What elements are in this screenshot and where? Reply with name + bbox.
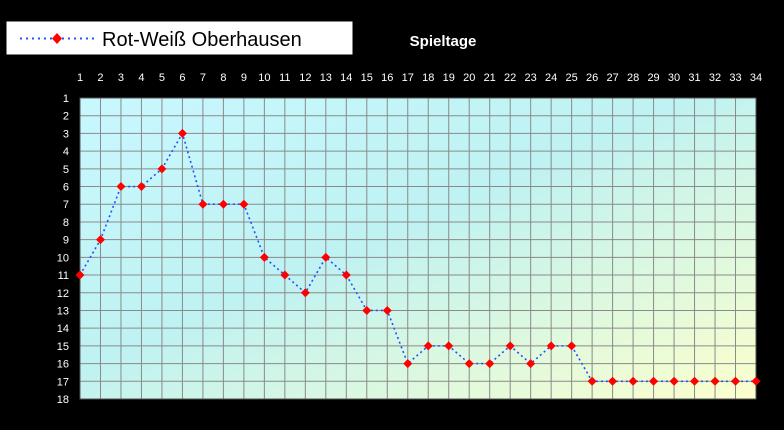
y-tick-label: 13 [57, 305, 69, 317]
x-tick-label: 26 [586, 72, 598, 84]
x-tick-label: 7 [200, 72, 206, 84]
data-point-marker [136, 182, 146, 192]
y-tick-label: 3 [63, 128, 69, 140]
x-tick-label: 30 [668, 72, 680, 84]
y-tick-label: 2 [63, 111, 69, 123]
data-point-marker [423, 341, 433, 351]
data-point-marker [95, 235, 105, 245]
data-point-marker [75, 270, 85, 280]
x-tick-label: 31 [688, 72, 700, 84]
x-tick-label: 19 [443, 72, 455, 84]
data-point-marker [485, 359, 495, 369]
data-point-marker [669, 376, 679, 386]
data-point-marker [546, 341, 556, 351]
y-tick-label: 9 [63, 235, 69, 247]
x-tick-label: 15 [361, 72, 373, 84]
grid [79, 97, 757, 400]
plot-area [80, 98, 756, 399]
x-tick-label: 22 [504, 72, 516, 84]
x-tick-label: 14 [340, 72, 352, 84]
data-point-marker [362, 305, 372, 315]
x-tick-label: 10 [258, 72, 270, 84]
x-tick-label: 28 [627, 72, 639, 84]
y-tick-label: 14 [57, 323, 69, 335]
y-tick-label: 16 [57, 359, 69, 371]
data-point-marker [300, 288, 310, 298]
x-tick-label: 20 [463, 72, 475, 84]
x-tick-label: 4 [138, 72, 144, 84]
x-tick-label: 29 [647, 72, 659, 84]
x-tick-label: 3 [118, 72, 124, 84]
y-tick-label: 6 [63, 182, 69, 194]
x-tick-label: 9 [241, 72, 247, 84]
x-tick-label: 27 [606, 72, 618, 84]
x-tick-label: 17 [402, 72, 414, 84]
data-point-marker [444, 341, 454, 351]
data-point-marker [649, 376, 659, 386]
data-point-marker [280, 270, 290, 280]
data-point-marker [567, 341, 577, 351]
legend: Rot-Weiß Oberhausen [5, 20, 354, 56]
data-point-marker [382, 305, 392, 315]
data-point-marker [628, 376, 638, 386]
data-point-marker [177, 128, 187, 138]
data-point-marker [198, 199, 208, 209]
x-tick-label: 34 [750, 72, 762, 84]
data-point-marker [731, 376, 741, 386]
y-tick-label: 12 [57, 288, 69, 300]
data-point-marker [116, 182, 126, 192]
data-point-marker [505, 341, 515, 351]
x-tick-label: 25 [566, 72, 578, 84]
x-tick-label: 13 [320, 72, 332, 84]
data-point-marker [321, 252, 331, 262]
x-tick-label: 11 [279, 72, 290, 84]
x-tick-label: 6 [179, 72, 185, 84]
series-markers [75, 128, 761, 386]
data-point-marker [587, 376, 597, 386]
series-line [79, 131, 756, 383]
x-tick-label: 21 [484, 72, 496, 84]
data-point-marker [751, 376, 761, 386]
data-point-marker [608, 376, 618, 386]
x-tick-label: 32 [709, 72, 721, 84]
x-axis-title: Spieltage [410, 33, 477, 50]
y-tick-label: 5 [63, 164, 69, 176]
x-tick-label: 16 [381, 72, 393, 84]
data-point-marker [526, 359, 536, 369]
data-point-marker [157, 164, 167, 174]
data-point-marker [403, 359, 413, 369]
x-tick-labels: 1 2 3 4 5 6 7 8 9 10 11 12 13 14 15 16 17 18 19 20 21 22 23 24 2… [77, 72, 762, 84]
y-tick-label: 1 [63, 93, 69, 105]
y-tick-label: 18 [57, 394, 69, 406]
x-tick-label: 23 [525, 72, 537, 84]
y-tick-label: 7 [63, 199, 69, 211]
y-tick-label: 8 [63, 217, 69, 229]
data-point-marker [259, 252, 269, 262]
data-point-marker [710, 376, 720, 386]
plot-border [79, 97, 757, 400]
x-tick-label: 8 [220, 72, 226, 84]
y-tick-label: 11 [58, 270, 69, 282]
x-tick-label: 24 [545, 72, 557, 84]
x-tick-label: 12 [299, 72, 311, 84]
legend-label: Rot-Weiß Oberhausen [102, 29, 302, 51]
data-point-marker [218, 199, 228, 209]
x-tick-label: 33 [729, 72, 741, 84]
x-tick-label: 1 [77, 72, 83, 84]
x-tick-label: 5 [159, 72, 165, 84]
data-point-marker [341, 270, 351, 280]
y-tick-label: 17 [57, 376, 69, 388]
data-point-marker [690, 376, 700, 386]
legend-marker-swatch [52, 33, 62, 44]
x-tick-label: 18 [422, 72, 434, 84]
y-tick-label: 15 [57, 341, 69, 353]
x-tick-label: 2 [97, 72, 103, 84]
data-point-marker [239, 199, 249, 209]
y-tick-label: 4 [63, 146, 69, 158]
data-point-marker [464, 359, 474, 369]
y-tick-label: 10 [57, 252, 69, 264]
